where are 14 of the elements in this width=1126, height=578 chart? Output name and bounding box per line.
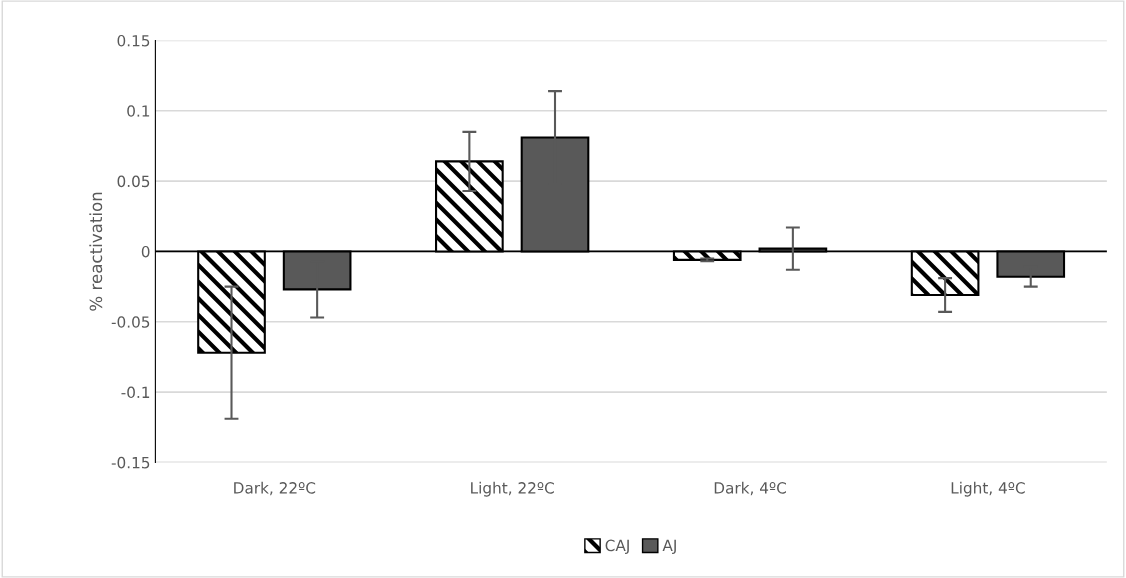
y-tick-label: 0.15: [117, 34, 150, 47]
y-axis-title: % reactivation: [89, 192, 103, 311]
y-tick-label: 0.05: [117, 175, 150, 188]
x-tick-label: Light, 4ºC: [951, 481, 1025, 497]
x-tick-label: Light, 22ºC: [471, 481, 554, 497]
y-tick-label: 0: [141, 245, 150, 258]
y-tick-label: -0.1: [121, 386, 150, 399]
legend-label: AJ: [662, 539, 676, 555]
legend-label: CAJ: [605, 539, 629, 555]
x-tick-label: Dark, 4ºC: [714, 481, 787, 496]
y-tick-label: -0.15: [111, 456, 150, 469]
y-tick-label: -0.05: [111, 316, 150, 328]
y-tick-label: 0.1: [127, 105, 150, 117]
x-tick-label: Dark, 22ºC: [234, 481, 316, 496]
